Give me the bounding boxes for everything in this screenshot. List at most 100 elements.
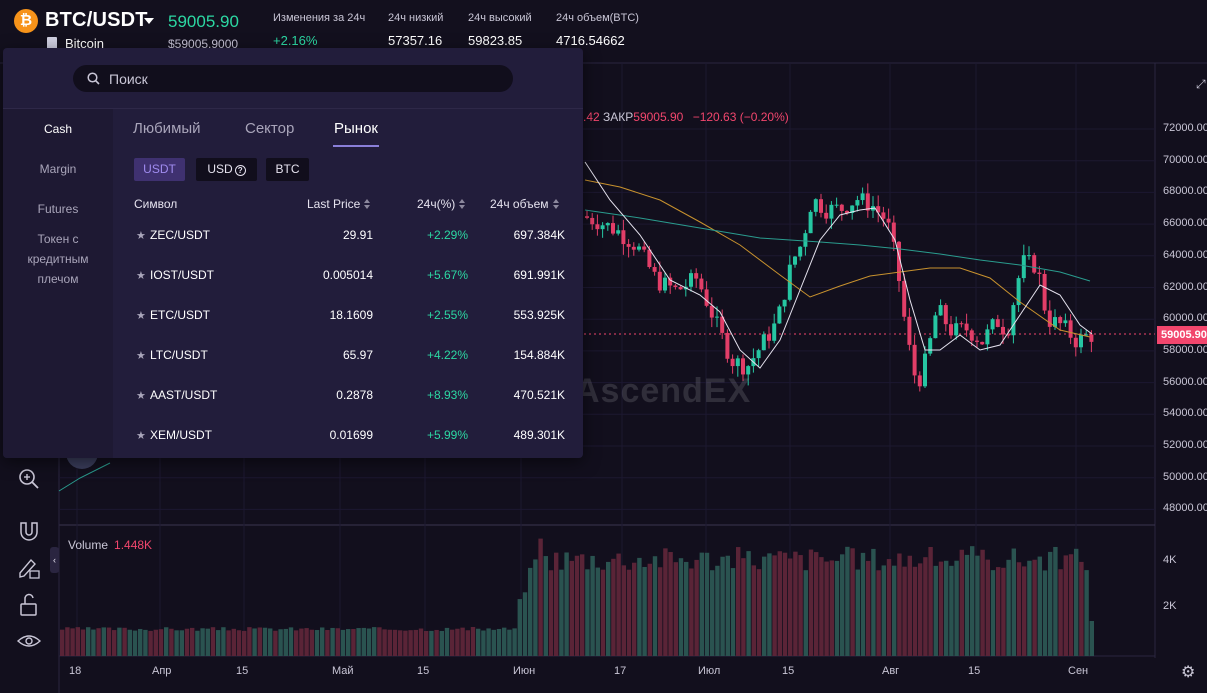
volume-bar (226, 630, 231, 656)
volume-bar (1053, 546, 1058, 656)
volume-bar (678, 558, 684, 656)
volume-bar (236, 630, 242, 656)
table-row[interactable]: ★ AAST/USDT 0.2878 +8.93% 470.521K (113, 376, 583, 416)
sort-icon[interactable] (459, 199, 466, 209)
volume-axis-label: 2K (1163, 600, 1177, 612)
candle-body (621, 230, 626, 245)
moving-average-line (584, 161, 1093, 369)
time-axis-label: 17 (614, 665, 627, 677)
volume-bar (772, 555, 777, 656)
star-icon[interactable]: ★ (136, 270, 146, 282)
sidebar-item-leveraged-token[interactable]: Токен с кредитным плечом (27, 232, 89, 286)
filter-btc[interactable]: BTC (266, 158, 309, 181)
change-value: −120.63 (−0.20%) (692, 110, 789, 124)
volume-bar (975, 555, 980, 656)
zoom-in-icon[interactable] (16, 466, 42, 492)
star-icon[interactable]: ★ (136, 390, 146, 402)
star-icon[interactable]: ★ (136, 230, 146, 242)
active-tab-indicator (333, 145, 379, 147)
fullscreen-icon[interactable]: ⤢ (1196, 77, 1206, 91)
candle-body (1073, 337, 1078, 348)
price-axis-label: 56000.00 (1163, 375, 1207, 388)
filter-usdt[interactable]: USDT (134, 158, 185, 181)
tab-favorites[interactable]: Любимый (133, 120, 201, 137)
unlock-icon[interactable] (16, 592, 42, 618)
volume-bar (210, 627, 216, 656)
volume-bar (1016, 562, 1022, 656)
volume-legend: Volume 1.448K (68, 538, 152, 552)
column-last-price[interactable]: Last Price (307, 197, 371, 211)
volume-bar (985, 559, 990, 656)
column-change[interactable]: 24ч(%) (417, 197, 466, 211)
candle-body (616, 230, 621, 234)
lock-pencil-icon[interactable] (16, 555, 42, 581)
settings-gear-icon[interactable]: ⚙ (1181, 664, 1196, 681)
table-row[interactable]: ★ LTC/USDT 65.97 +4.22% 154.884K (113, 336, 583, 376)
last-price: 59005.90 (168, 12, 239, 31)
volume-bar (434, 629, 439, 656)
volume-bar (860, 552, 866, 656)
volume-bar (767, 553, 772, 656)
sidebar-item-cash[interactable]: Cash (43, 122, 72, 136)
volume-bar (314, 630, 320, 656)
chevron-down-icon[interactable] (144, 18, 154, 24)
volume-bar (283, 628, 288, 656)
table-row[interactable]: ★ ZEC/USDT 29.91 +2.29% 697.384K (113, 216, 583, 256)
moving-average-line (58, 462, 111, 492)
row-price: 0.005014 (322, 268, 373, 282)
tab-sector[interactable]: Сектор (245, 120, 295, 137)
sort-icon[interactable] (364, 199, 371, 209)
row-price: 0.01699 (329, 428, 373, 442)
search-input[interactable] (109, 65, 499, 92)
tab-market[interactable]: Рынок (334, 120, 378, 137)
volume-bar (309, 629, 314, 656)
volume-bar (122, 627, 127, 656)
star-icon[interactable]: ★ (136, 310, 146, 322)
volume-bar (1037, 556, 1042, 656)
star-icon[interactable]: ★ (136, 430, 146, 442)
volume-bar (377, 627, 382, 656)
table-row[interactable]: ★ XEM/USDT 0.01699 +5.99% 489.301K (113, 416, 583, 456)
filter-usd[interactable]: USD? (196, 158, 257, 181)
row-price: 18.1609 (329, 308, 373, 322)
time-axis-label: Июн (513, 665, 536, 677)
candle-body (1079, 334, 1083, 348)
stat-label: 24ч высокий (468, 12, 532, 24)
candle-body (1021, 255, 1026, 279)
volume-bar (1042, 570, 1048, 656)
candle-body (860, 193, 865, 201)
stat-label: 24ч объем(BTC) (556, 12, 639, 24)
pair-selector[interactable]: BTC/USDT (45, 9, 148, 31)
candle-body (891, 222, 896, 242)
sort-icon[interactable] (552, 199, 560, 209)
column-volume[interactable]: 24ч объем (490, 197, 560, 211)
column-symbol[interactable]: Символ (134, 197, 178, 211)
question-circle-icon[interactable]: ? (234, 165, 246, 176)
volume-bar (663, 548, 668, 656)
star-icon[interactable]: ★ (136, 350, 146, 362)
volume-bar (408, 630, 413, 656)
sidebar-item-futures[interactable]: Futures (37, 202, 79, 216)
search-box[interactable] (73, 65, 513, 92)
eye-icon[interactable] (16, 629, 42, 655)
volume-bar (819, 557, 824, 656)
volume-bar (902, 566, 907, 656)
collapse-toolbar-button[interactable]: ‹ (50, 547, 59, 573)
candle-body (1042, 273, 1047, 311)
volume-bar (824, 561, 829, 656)
candle-body (704, 289, 709, 306)
time-axis-label: Июл (698, 665, 721, 677)
magnet-icon[interactable] (16, 518, 42, 544)
table-row[interactable]: ★ ETC/USDT 18.1609 +2.55% 553.925K (113, 296, 583, 336)
volume-bar (278, 629, 283, 656)
table-row[interactable]: ★ IOST/USDT 0.005014 +5.67% 691.991K (113, 256, 583, 296)
volume-bar (221, 627, 226, 656)
candle-body (917, 375, 922, 387)
volume-bar (829, 560, 834, 656)
volume-bar (907, 555, 912, 656)
candle-body (772, 323, 777, 341)
sidebar-item-margin[interactable]: Margin (39, 162, 77, 176)
row-change: +5.99% (426, 428, 468, 442)
candle-body (928, 338, 933, 354)
candle-body (907, 316, 912, 345)
